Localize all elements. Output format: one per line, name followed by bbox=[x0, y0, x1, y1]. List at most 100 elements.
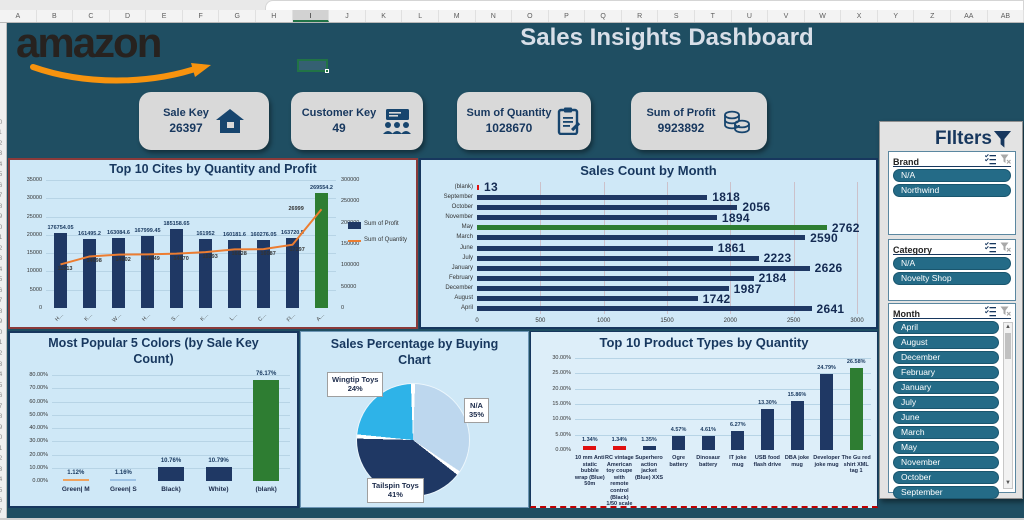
row-header-32[interactable]: 32 bbox=[0, 349, 6, 360]
slicer-item-n-a[interactable]: N/A bbox=[893, 169, 1011, 182]
multiselect-icon[interactable] bbox=[985, 306, 996, 317]
slicer-item-novelty-shop[interactable]: Novelty Shop bbox=[893, 272, 1011, 285]
row-header-30[interactable]: 30 bbox=[0, 328, 6, 339]
row-header-40[interactable]: 40 bbox=[0, 433, 6, 444]
column-header-G[interactable]: G bbox=[219, 10, 257, 22]
row-header-37[interactable]: 37 bbox=[0, 402, 6, 413]
row-header-41[interactable]: 41 bbox=[0, 444, 6, 455]
row-header-44[interactable]: 44 bbox=[0, 475, 6, 486]
row-header-10[interactable]: 10 bbox=[0, 118, 6, 129]
row-header-8[interactable]: 8 bbox=[0, 97, 6, 108]
slicer-item-january[interactable]: January bbox=[893, 381, 999, 394]
column-header-P[interactable]: P bbox=[549, 10, 586, 22]
scroll-down-arrow[interactable]: ▼ bbox=[1005, 480, 1011, 486]
scroll-thumb[interactable] bbox=[1005, 333, 1011, 359]
slicer-item-june[interactable]: June bbox=[893, 411, 999, 424]
slicer-item-n-a[interactable]: N/A bbox=[893, 257, 1011, 270]
chart-top10-product-types[interactable]: Top 10 Product Types by Quantity 0.00% 5.… bbox=[530, 331, 878, 508]
row-header-26[interactable]: 26 bbox=[0, 286, 6, 297]
row-header-27[interactable]: 27 bbox=[0, 296, 6, 307]
column-header-Q[interactable]: Q bbox=[585, 10, 622, 22]
row-header-25[interactable]: 25 bbox=[0, 275, 6, 286]
scroll-up-arrow[interactable]: ▲ bbox=[1005, 324, 1011, 330]
row-header-23[interactable]: 23 bbox=[0, 254, 6, 265]
row-header-2[interactable]: 2 bbox=[0, 34, 6, 45]
row-header-6[interactable]: 6 bbox=[0, 76, 6, 87]
column-header-AB[interactable]: AB bbox=[988, 10, 1024, 22]
row-header-20[interactable]: 20 bbox=[0, 223, 6, 234]
column-headers[interactable]: A B C D E F G H I J K L M N O P Q R S T U V W X Y Z AA AB bbox=[0, 10, 1024, 23]
row-header-7[interactable]: 7 bbox=[0, 86, 6, 97]
row-header-35[interactable]: 35 bbox=[0, 381, 6, 392]
row-header-18[interactable]: 18 bbox=[0, 202, 6, 213]
column-header-S[interactable]: S bbox=[658, 10, 695, 22]
column-header-M[interactable]: M bbox=[439, 10, 476, 22]
row-header-14[interactable]: 14 bbox=[0, 160, 6, 171]
column-header-X[interactable]: X bbox=[841, 10, 878, 22]
column-header-N[interactable]: N bbox=[476, 10, 513, 22]
slicer-item-december[interactable]: December bbox=[893, 351, 999, 364]
slicer-item-april[interactable]: April bbox=[893, 321, 999, 334]
row-header-4[interactable]: 4 bbox=[0, 55, 6, 66]
multiselect-icon[interactable] bbox=[985, 242, 996, 253]
row-header-19[interactable]: 19 bbox=[0, 212, 6, 223]
slicer-item-november[interactable]: November bbox=[893, 456, 999, 469]
row-header-21[interactable]: 21 bbox=[0, 233, 6, 244]
row-header-28[interactable]: 28 bbox=[0, 307, 6, 318]
slicer-item-july[interactable]: July bbox=[893, 396, 999, 409]
row-header-11[interactable]: 11 bbox=[0, 128, 6, 139]
chart-sales-count-by-month[interactable]: Sales Count by Month 0 500 1000 1500 2000 250… bbox=[419, 158, 878, 329]
row-header-36[interactable]: 36 bbox=[0, 391, 6, 402]
slicer-item-august[interactable]: August bbox=[893, 336, 999, 349]
slicer-item-february[interactable]: February bbox=[893, 366, 999, 379]
row-header-15[interactable]: 15 bbox=[0, 170, 6, 181]
multiselect-icon[interactable] bbox=[985, 154, 996, 165]
slicer-item-march[interactable]: March bbox=[893, 426, 999, 439]
column-header-E[interactable]: E bbox=[146, 10, 183, 22]
column-header-B[interactable]: B bbox=[37, 10, 74, 22]
slicer-item-september[interactable]: September bbox=[893, 486, 999, 499]
row-header-33[interactable]: 33 bbox=[0, 360, 6, 371]
column-header-R[interactable]: R bbox=[622, 10, 659, 22]
row-header-12[interactable]: 12 bbox=[0, 139, 6, 150]
row-header-9[interactable]: 9 bbox=[0, 107, 6, 118]
clear-filter-icon[interactable] bbox=[1000, 306, 1011, 317]
row-header-46[interactable]: 46 bbox=[0, 496, 6, 507]
row-header-34[interactable]: 34 bbox=[0, 370, 6, 381]
row-header-5[interactable]: 5 bbox=[0, 65, 6, 76]
row-header-45[interactable]: 45 bbox=[0, 486, 6, 497]
row-header-1[interactable]: 1 bbox=[0, 23, 6, 34]
slicer-item-northwind[interactable]: Northwind bbox=[893, 184, 1011, 197]
column-header-I[interactable]: I bbox=[292, 10, 330, 22]
column-header-L[interactable]: L bbox=[402, 10, 439, 22]
column-header-Y[interactable]: Y bbox=[878, 10, 915, 22]
column-header-AA[interactable]: AA bbox=[951, 10, 988, 22]
slicer-scrollbar[interactable]: ▲ ▼ bbox=[1003, 322, 1013, 489]
column-header-K[interactable]: K bbox=[366, 10, 403, 22]
row-header-24[interactable]: 24 bbox=[0, 265, 6, 276]
chart-top10-cities[interactable]: Top 10 Cites by Quantity and Profit 0 500… bbox=[8, 158, 418, 329]
column-header-Z[interactable]: Z bbox=[914, 10, 952, 22]
column-header-T[interactable]: T bbox=[695, 10, 732, 22]
column-header-W[interactable]: W bbox=[805, 10, 842, 22]
chart-sales-percentage-pie[interactable]: Sales Percentage by Buying Chart N/A 35% T… bbox=[300, 331, 529, 508]
chart-popular-colors[interactable]: Most Popular 5 Colors (by Sale Key Count… bbox=[8, 331, 299, 508]
row-header-29[interactable]: 29 bbox=[0, 317, 6, 328]
row-header-39[interactable]: 39 bbox=[0, 423, 6, 434]
slicer-item-may[interactable]: May bbox=[893, 441, 999, 454]
column-header-J[interactable]: J bbox=[329, 10, 366, 22]
column-header-C[interactable]: C bbox=[73, 10, 110, 22]
row-header-22[interactable]: 22 bbox=[0, 244, 6, 255]
row-headers[interactable]: 1234567891011121314151617181920212223242… bbox=[0, 23, 7, 518]
column-header-O[interactable]: O bbox=[512, 10, 549, 22]
row-header-47[interactable]: 47 bbox=[0, 507, 6, 518]
column-header-U[interactable]: U bbox=[732, 10, 769, 22]
column-header-F[interactable]: F bbox=[183, 10, 220, 22]
row-header-17[interactable]: 17 bbox=[0, 191, 6, 202]
row-header-16[interactable]: 16 bbox=[0, 181, 6, 192]
column-header-D[interactable]: D bbox=[110, 10, 147, 22]
row-header-43[interactable]: 43 bbox=[0, 465, 6, 476]
row-header-31[interactable]: 31 bbox=[0, 338, 6, 349]
column-header-H[interactable]: H bbox=[256, 10, 293, 22]
column-header-A[interactable]: A bbox=[0, 10, 37, 22]
